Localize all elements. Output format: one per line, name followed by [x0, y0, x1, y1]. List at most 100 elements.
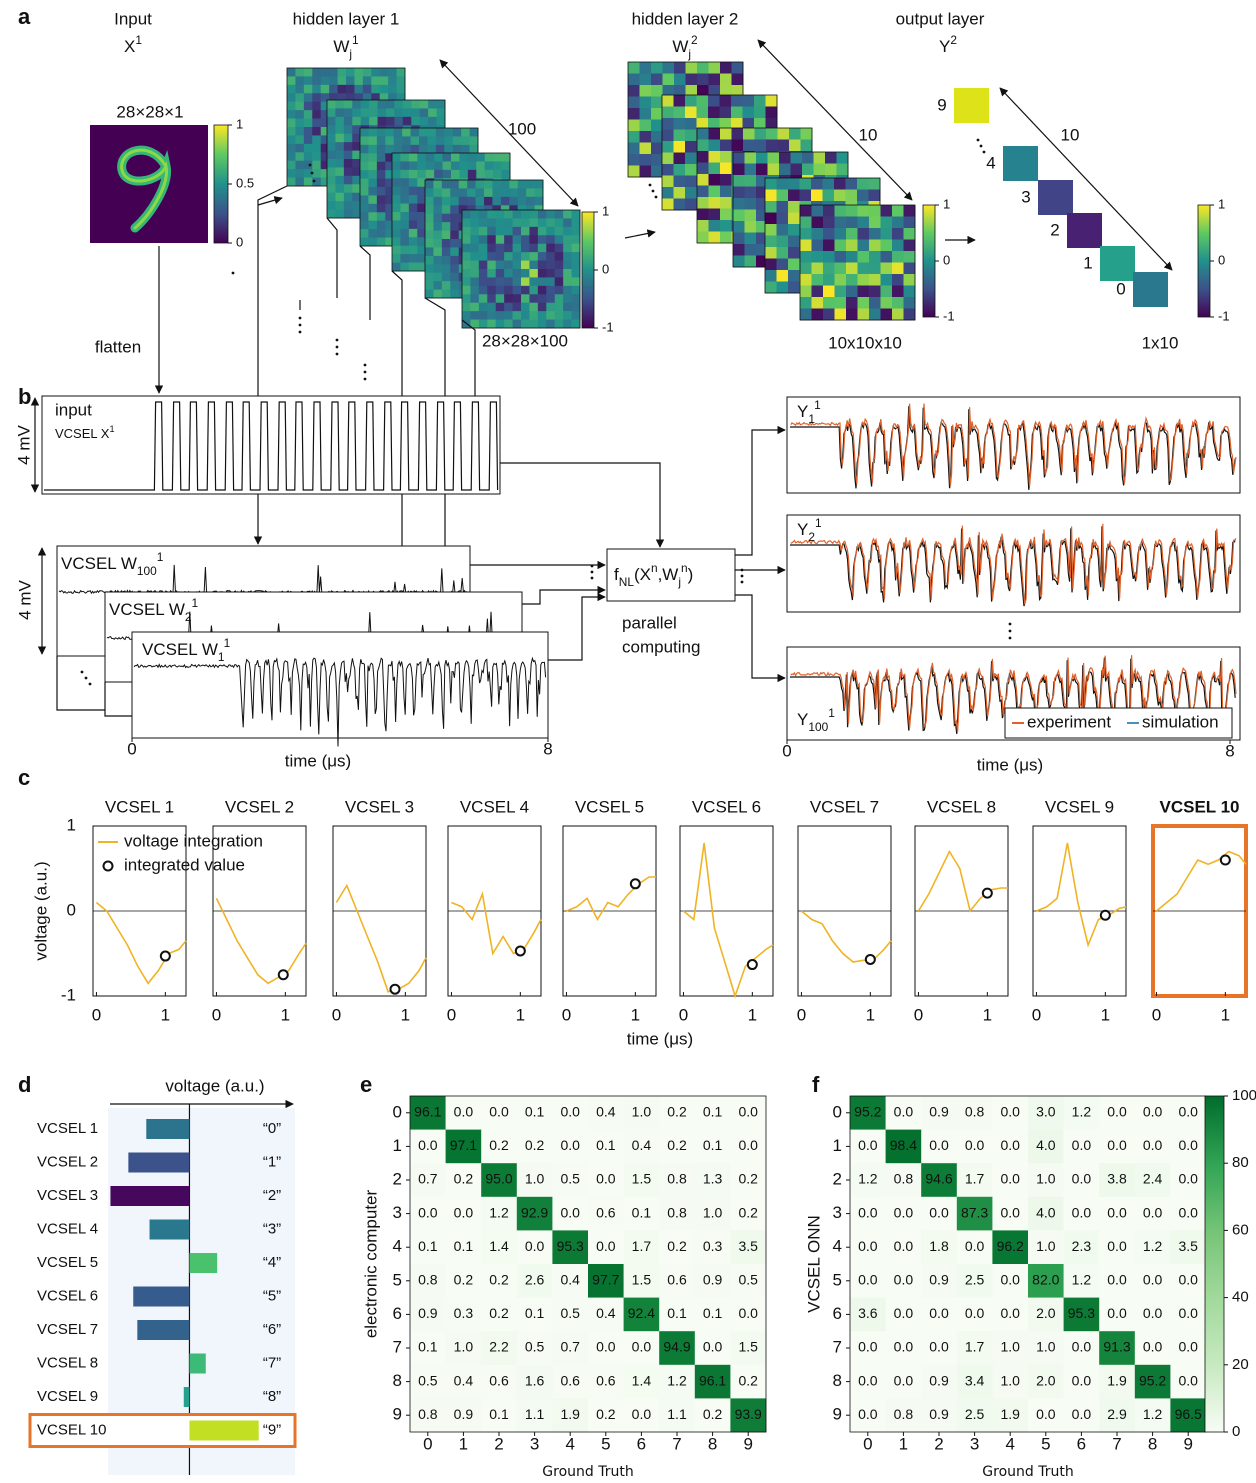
weight-pixel [546, 294, 556, 304]
heat-cell [445, 1163, 482, 1198]
weight-pixel [343, 192, 353, 202]
cell-label: 1.7 [632, 1238, 652, 1254]
weight-pixel [476, 169, 486, 179]
flow-arrow [257, 196, 283, 206]
heat-cell [850, 1230, 886, 1265]
weight-pixel [470, 226, 480, 236]
cell-label: 94.9 [663, 1339, 690, 1355]
weight-pixel [526, 188, 535, 198]
weight-pixel [385, 136, 395, 146]
class-label: “6” [263, 1321, 281, 1338]
weight-pixel [731, 128, 744, 140]
weight-pixel [685, 106, 697, 119]
weight-pixel [425, 188, 434, 198]
weight-pixel [360, 178, 369, 188]
weight-pixel [396, 84, 406, 94]
weight-pixel [537, 294, 547, 304]
heat-cell [1028, 1096, 1064, 1130]
x-tick-label: 0 [332, 1005, 341, 1024]
class-label: “8” [263, 1388, 281, 1405]
weight-pixel [696, 106, 709, 119]
weight-pixel [385, 170, 395, 179]
signal-name-part: 1 [218, 650, 225, 664]
weight-pixel [639, 108, 652, 120]
weight-pixel [441, 213, 451, 223]
weight-pixel [846, 297, 858, 309]
weight-pixel [402, 144, 411, 154]
cell-label: 2.0 [1036, 1305, 1056, 1321]
y-axis-label: VCSEL ONN [804, 1215, 823, 1313]
weight-pixel [425, 281, 434, 290]
weight-pixel [343, 150, 353, 160]
weight-pixel [731, 95, 743, 107]
heat-cell [885, 1364, 922, 1399]
cell-label: 96.1 [699, 1372, 726, 1388]
weight-pixel [360, 229, 369, 238]
weight-pixel [811, 228, 824, 240]
weight-pixel [720, 220, 732, 232]
weight-pixel [880, 228, 893, 240]
heat-cell [1063, 1331, 1100, 1366]
cell-label: 0.2 [703, 1406, 723, 1422]
weight-pixel [766, 128, 778, 140]
cell-label: 97.1 [450, 1137, 477, 1153]
weight-pixel [869, 239, 881, 252]
weight-pixel [410, 128, 420, 137]
colorbar-tick-label: 1 [602, 203, 609, 218]
weight-pixel [450, 205, 460, 215]
cell-label: 0.5 [738, 1272, 758, 1288]
cell-label: 0.0 [703, 1339, 723, 1355]
signal-frame [786, 514, 1241, 613]
weight-pixel [845, 178, 858, 190]
weight-pixel [408, 195, 418, 204]
weight-pixel [461, 136, 470, 146]
cell-label: 0.1 [454, 1238, 474, 1254]
weight-pixel [467, 188, 476, 198]
weight-pixel [892, 216, 904, 229]
ellipsis-dot [1008, 622, 1012, 626]
weight-pixel [411, 108, 421, 118]
cell-label: 0.6 [596, 1372, 616, 1388]
weight-pixel [733, 209, 745, 222]
weight-pixel [685, 141, 697, 153]
weight-pixel [903, 239, 916, 252]
layer-title: Input [114, 9, 152, 28]
weight-pixel [335, 192, 345, 202]
heat-cell [445, 1096, 482, 1130]
cell-label: 0.8 [894, 1171, 914, 1187]
weight-pixel [719, 106, 732, 119]
layer-title: hidden layer 2 [632, 9, 739, 28]
weight-pixel [789, 128, 801, 140]
weight-pixel [529, 218, 539, 228]
signal-name-part: 1 [808, 412, 815, 426]
weight-pixel [400, 178, 410, 188]
weight-pixel [800, 228, 812, 240]
weight-pixel [392, 254, 401, 263]
weight-pixel [417, 212, 427, 221]
weight-pixel [554, 243, 564, 253]
weight-pixel [411, 100, 421, 109]
weight-pixel [362, 93, 372, 103]
cell-label: 1.5 [632, 1171, 652, 1187]
weight-pixel [834, 262, 847, 275]
weight-pixel [521, 243, 530, 253]
connector [735, 425, 786, 556]
weight-pixel [419, 144, 428, 154]
x-tick-label: 0 [423, 1434, 432, 1453]
weight-pixel [425, 239, 434, 248]
weight-pixel [487, 294, 497, 304]
weight-pixel [441, 188, 451, 198]
weight-pixel [563, 252, 572, 261]
class-label: “7” [263, 1354, 281, 1371]
weight-pixel [903, 297, 916, 309]
weight-pixel [674, 85, 686, 97]
weight-pixel [450, 188, 460, 198]
function-label-part: n [681, 561, 688, 575]
connector [735, 594, 786, 683]
cell-label: 0.2 [738, 1372, 758, 1388]
weight-pixel [529, 243, 539, 253]
weight-pixel [436, 100, 446, 109]
cell-label: 0.4 [560, 1272, 580, 1288]
weight-pixel [467, 180, 476, 189]
